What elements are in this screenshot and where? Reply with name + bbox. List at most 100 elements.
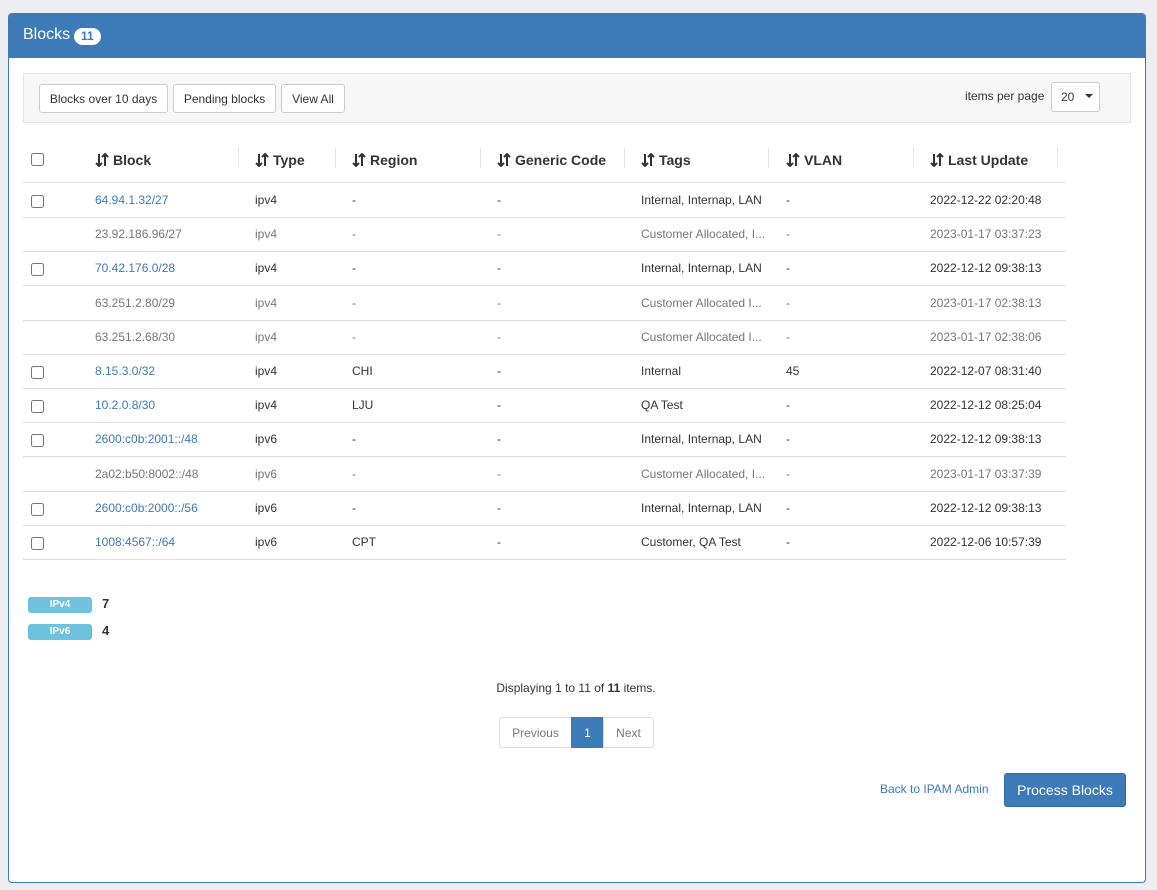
table-cell: -: [497, 500, 501, 515]
column-separator: [624, 148, 625, 168]
back-link[interactable]: Back to IPAM Admin: [880, 782, 989, 796]
table-cell: 2023-01-17 03:37:23: [930, 227, 1042, 242]
table-cell: -: [352, 329, 356, 344]
column-separator: [1057, 148, 1058, 168]
table-cell: 2022-12-22 02:20:48: [930, 193, 1042, 207]
page-button[interactable]: Next: [603, 717, 654, 748]
table-cell: -: [786, 466, 790, 481]
block-link[interactable]: 1008:4567::/64: [95, 535, 176, 549]
table-cell: 2022-12-12 09:38:13: [930, 432, 1042, 447]
column-header[interactable]: VLAN: [786, 137, 842, 182]
row-checkbox[interactable]: [31, 434, 44, 448]
table-cell: -: [497, 535, 501, 549]
column-title: Region: [370, 151, 418, 168]
table-cell: Internal, Internap, LAN: [641, 432, 762, 447]
column-separator: [335, 148, 336, 168]
table-cell: -: [786, 398, 790, 413]
table-cell: ipv6: [255, 466, 278, 481]
filter-button[interactable]: View All: [281, 84, 345, 113]
column-header[interactable]: Tags: [641, 137, 691, 182]
block-link[interactable]: 2600:c0b:2001::/48: [95, 432, 198, 447]
table-cell: -: [786, 535, 790, 549]
row-border: [23, 490, 1066, 492]
sort-icon: [930, 152, 944, 167]
block-link[interactable]: 64.94.1.32/27: [95, 193, 169, 207]
row-border: [23, 559, 1066, 560]
items-per-page-label: items per page: [965, 89, 1045, 103]
table-cell: LJU: [352, 398, 374, 413]
column-header[interactable]: Last Update: [930, 137, 1028, 182]
panel-title: Blocks: [23, 26, 71, 43]
table-cell: -: [786, 193, 790, 207]
table-cell: -: [352, 193, 356, 207]
row-border: [23, 319, 1066, 321]
table-cell: -: [786, 432, 790, 447]
column-title: Block: [113, 151, 152, 168]
table-cell: 2023-01-17 02:38:06: [930, 329, 1042, 344]
table-cell: ipv4: [255, 295, 278, 310]
block-link[interactable]: 70.42.176.0/28: [95, 261, 176, 276]
displaying-part: items.: [623, 681, 656, 695]
process-button[interactable]: Process Blocks: [1004, 773, 1126, 807]
row-border: [23, 524, 1066, 526]
row-checkbox[interactable]: [31, 195, 44, 208]
table-cell: ipv4: [255, 364, 278, 378]
count-badge: 11: [74, 28, 101, 45]
table-cell: ipv4: [255, 227, 278, 242]
page-button[interactable]: 1: [571, 717, 604, 748]
table-cell: 2a02:b50:8002::/48: [95, 466, 199, 481]
table-cell: Customer Allocated, I...: [641, 227, 766, 242]
row-checkbox[interactable]: [31, 263, 44, 277]
select-all-checkbox[interactable]: [31, 153, 44, 166]
table-cell: Customer Allocated, I...: [641, 466, 766, 481]
column-title: Generic Code: [515, 151, 607, 168]
row-border: [23, 422, 1066, 424]
row-border: [23, 217, 1066, 218]
table-cell: 63.251.2.80/29: [95, 295, 176, 310]
table-cell: 2022-12-12 08:25:04: [930, 398, 1042, 413]
row-border: [23, 251, 1066, 253]
filter-button[interactable]: Pending blocks: [173, 84, 276, 113]
column-header[interactable]: Block: [95, 137, 151, 182]
table-cell: ipv4: [255, 193, 278, 207]
table-cell: CHI: [352, 364, 373, 378]
block-link[interactable]: 10.2.0.8/30: [95, 398, 156, 413]
displaying-part: 11: [607, 681, 621, 695]
row-checkbox[interactable]: [31, 537, 44, 550]
table-cell: ipv6: [255, 500, 278, 515]
column-separator: [913, 148, 914, 168]
table-cell: Internal, Internap, LAN: [641, 193, 762, 207]
block-link[interactable]: 2600:c0b:2000::/56: [95, 500, 198, 515]
row-checkbox[interactable]: [31, 502, 44, 516]
column-header[interactable]: Type: [255, 137, 305, 182]
type-count: 7: [102, 596, 110, 611]
block-link[interactable]: 8.15.3.0/32: [95, 364, 156, 378]
column-title: Tags: [659, 151, 691, 168]
table-cell: Customer, QA Test: [641, 535, 741, 549]
table-cell: 2022-12-12 09:38:13: [930, 261, 1042, 276]
sort-icon: [641, 152, 655, 167]
filter-button[interactable]: Blocks over 10 days: [39, 84, 168, 113]
displaying-part: Displaying 1 to 11 of: [496, 681, 605, 695]
page-button[interactable]: Previous: [499, 717, 572, 748]
type-badge: IPv6: [28, 624, 92, 640]
row-border: [23, 456, 1066, 458]
row-border: [23, 388, 1066, 389]
row-checkbox[interactable]: [31, 366, 44, 379]
table-cell: -: [497, 193, 501, 207]
table-cell: ipv4: [255, 261, 278, 276]
row-checkbox[interactable]: [31, 400, 44, 414]
displaying-text: Displaying 1 to 11 of 11 items.: [0, 681, 1152, 695]
table-cell: 2023-01-17 02:38:13: [930, 295, 1042, 310]
table-cell: Internal, Internap, LAN: [641, 261, 762, 276]
table-cell: -: [786, 261, 790, 276]
sort-icon: [352, 152, 366, 167]
column-header[interactable]: Generic Code: [497, 137, 606, 182]
row-border: [23, 285, 1066, 287]
column-title: Last Update: [948, 151, 1029, 168]
table-cell: 2022-12-07 08:31:40: [930, 364, 1042, 378]
column-header[interactable]: Region: [352, 137, 417, 182]
table-cell: -: [352, 432, 356, 447]
table-cell: Customer Allocated I...: [641, 329, 762, 344]
